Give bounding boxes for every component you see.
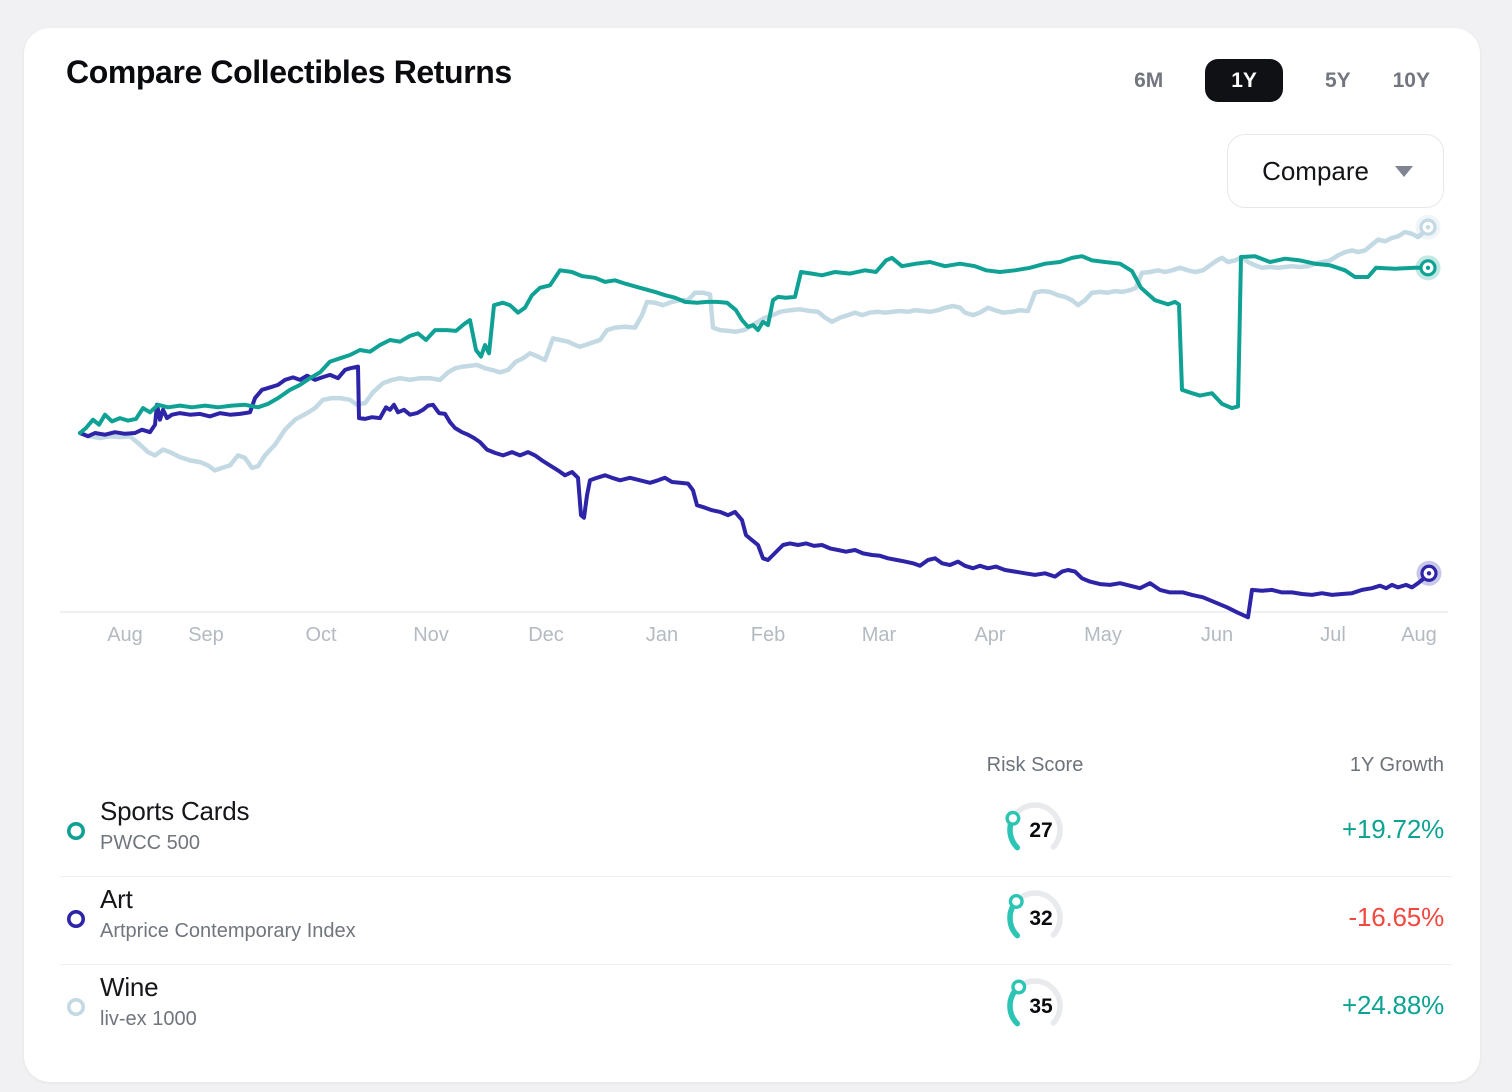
x-axis-label: Apr — [974, 624, 1005, 646]
growth-value: +19.72% — [1342, 814, 1444, 844]
growth-header: 1Y Growth — [1349, 754, 1444, 776]
x-axis-label: Jul — [1320, 624, 1346, 646]
risk-score-value: 27 — [1029, 819, 1052, 842]
tab-1y[interactable]: 1Y — [1205, 58, 1283, 102]
x-axis-label: Oct — [305, 624, 337, 646]
series-line-art — [78, 364, 1431, 620]
x-axis-label: Mar — [862, 624, 897, 646]
time-range-tabs: 6M 1Y 5Y 10Y — [1134, 58, 1430, 102]
x-axis-label: Jun — [1201, 624, 1233, 646]
returns-chart[interactable]: Aug Sep Oct Nov Dec Jan Feb Mar Apr May Jun Jul Aug — [24, 28, 1480, 728]
x-axis-label: May — [1084, 624, 1122, 646]
x-axis-label: Feb — [751, 624, 785, 646]
chevron-down-icon — [1395, 165, 1413, 177]
series-name: Art — [100, 884, 133, 914]
series-endpoint-art — [1416, 560, 1442, 586]
series-line-wine — [77, 224, 1431, 473]
risk-score-header: Risk Score — [986, 754, 1084, 776]
x-axis-label: Nov — [413, 624, 449, 646]
series-index-label: liv-ex 1000 — [100, 1008, 197, 1030]
risk-score-gauge: 27 — [1003, 794, 1087, 869]
series-endpoint-sports-cards — [1415, 255, 1441, 281]
risk-gauge: 35 — [1007, 978, 1063, 1027]
x-axis-label: Sep — [188, 624, 224, 646]
compare-dropdown[interactable]: Compare — [1227, 134, 1444, 208]
gauge-knob-icon — [1005, 810, 1021, 826]
risk-gauge: 32 — [1007, 890, 1063, 939]
legend-row-wine[interactable]: Wine liv-ex 1000 35 +24.88% — [24, 964, 1480, 1052]
gauge-knob-icon — [1008, 893, 1024, 909]
growth-value: -16.65% — [1348, 902, 1445, 932]
series-color-ring-icon — [66, 997, 86, 1022]
series-endpoint-wine — [1415, 214, 1441, 240]
gauge-knob-icon — [1011, 979, 1027, 995]
returns-chart-canvas: Aug Sep Oct Nov Dec Jan Feb Mar Apr May Jun Jul Aug — [60, 214, 1448, 646]
page-title: Compare Collectibles Returns — [66, 54, 512, 90]
series-index-label: Artprice Contemporary Index — [100, 920, 356, 942]
series-index-label: PWCC 500 — [100, 832, 201, 854]
legend-row-art[interactable]: Art Artprice Contemporary Index 32 -16.65% — [24, 876, 1480, 964]
legend-table: Sports Cards PWCC 500 27 +19.72% Art Artprice… — [24, 788, 1480, 1052]
series-name: Wine — [100, 972, 159, 1002]
growth-value: +24.88% — [1342, 990, 1444, 1020]
risk-gauge: 27 — [1005, 802, 1063, 851]
risk-score-gauge: 35 — [1003, 970, 1087, 1045]
risk-score-gauge: 32 — [1003, 882, 1087, 957]
x-axis-label: Jan — [646, 624, 678, 646]
tab-5y[interactable]: 5Y — [1324, 68, 1351, 92]
series-line-sports-cards — [78, 254, 1430, 435]
x-axis-label: Aug — [1401, 624, 1437, 646]
series-color-ring-icon — [66, 909, 86, 934]
series-name: Sports Cards — [100, 796, 250, 826]
collectibles-returns-card: Compare Collectibles Returns 6M 1Y 5Y 10… — [24, 28, 1480, 1082]
legend-row-sports-cards[interactable]: Sports Cards PWCC 500 27 +19.72% — [24, 788, 1480, 876]
tab-10y[interactable]: 10Y — [1392, 68, 1430, 92]
x-axis-label: Aug — [107, 624, 143, 646]
tab-6m[interactable]: 6M — [1134, 68, 1164, 92]
risk-score-value: 32 — [1029, 907, 1052, 930]
compare-dropdown-label: Compare — [1262, 155, 1369, 186]
series-color-ring-icon — [66, 821, 86, 846]
x-axis-label: Dec — [528, 624, 564, 646]
risk-score-value: 35 — [1029, 995, 1053, 1018]
